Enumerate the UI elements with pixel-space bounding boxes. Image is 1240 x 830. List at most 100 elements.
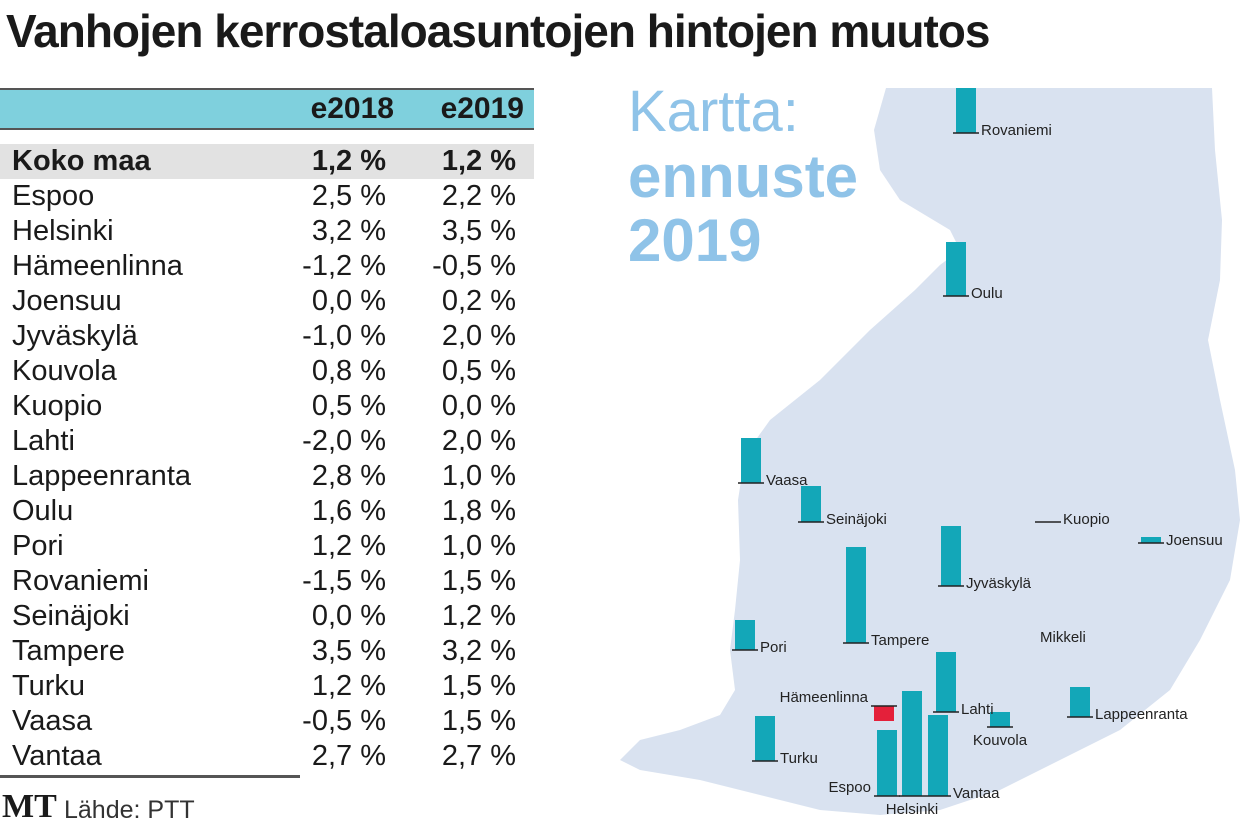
bar-seinäjoki (801, 486, 821, 522)
table-row: Tampere 3,5 % 3,2 % (0, 634, 534, 669)
cell-name: Tampere (12, 635, 125, 667)
table-row: Rovaniemi -1,5 % 1,5 % (0, 564, 534, 599)
cell-name: Vaasa (12, 705, 93, 737)
cell-e2019: 2,7 % (441, 740, 516, 772)
table-row: Hämeenlinna -1,2 % -0,5 % (0, 249, 534, 284)
bar-rovaniemi (956, 88, 976, 133)
cell-e2019: 1,5 % (441, 670, 516, 702)
label-jyväskylä: Jyväskylä (966, 575, 1032, 592)
cell-e2019: 2,0 % (441, 425, 516, 457)
table-row: Pori 1,2 % 1,0 % (0, 529, 534, 564)
table-row: Vantaa 2,7 % 2,7 % (0, 739, 534, 774)
bar-lahti (936, 652, 956, 712)
cell-e2018: -0,5 % (302, 705, 386, 737)
bar-vantaa (928, 715, 948, 796)
cell-e2019: -0,5 % (432, 250, 516, 282)
bar-hämeenlinna (874, 706, 894, 721)
cell-name: Jyväskylä (12, 320, 138, 352)
bar-joensuu (1141, 537, 1161, 543)
cell-name: Joensuu (12, 285, 122, 317)
map-heading-line3: 2019 (628, 207, 762, 274)
cell-e2018: 0,5 % (311, 390, 386, 422)
cell-name: Koko maa (12, 145, 151, 177)
table-header: e2018 e2019 (0, 88, 534, 130)
cell-e2018: 1,2 % (311, 145, 386, 177)
bar-lappeenranta (1070, 687, 1090, 717)
label-lahti: Lahti (961, 701, 994, 718)
cell-e2018: 1,2 % (311, 530, 386, 562)
cell-e2018: 2,7 % (311, 740, 386, 772)
label-pori: Pori (760, 639, 787, 656)
bar-espoo (877, 730, 897, 796)
label-rovaniemi: Rovaniemi (981, 122, 1052, 139)
label-turku: Turku (780, 750, 818, 767)
bar-vaasa (741, 438, 761, 483)
finland-landmass (620, 88, 1240, 815)
map-heading-line2: ennuste (628, 143, 859, 210)
table-row: Espoo 2,5 % 2,2 % (0, 179, 534, 214)
cell-name: Kuopio (12, 390, 103, 422)
table-row: Koko maa 1,2 % 1,2 % (0, 144, 534, 179)
page-title: Vanhojen kerrostaloasuntojen hintojen mu… (6, 5, 990, 57)
table-row: Jyväskylä -1,0 % 2,0 % (0, 319, 534, 354)
label-seinäjoki: Seinäjoki (826, 511, 887, 528)
cell-e2019: 3,5 % (441, 215, 516, 247)
cell-e2019: 1,5 % (441, 705, 516, 737)
cell-name: Turku (12, 670, 86, 702)
label-joensuu: Joensuu (1166, 532, 1223, 549)
cell-e2019: 1,0 % (441, 530, 516, 562)
cell-e2019: 0,2 % (441, 285, 516, 317)
table-row: Lahti -2,0 % 2,0 % (0, 424, 534, 459)
cell-e2018: -1,2 % (302, 250, 386, 282)
label-espoo: Espoo (828, 779, 871, 796)
cell-e2018: 1,2 % (311, 670, 386, 702)
cell-e2018: 3,5 % (311, 635, 386, 667)
label-lappeenranta: Lappeenranta (1095, 706, 1188, 723)
cell-name: Seinäjoki (12, 600, 130, 632)
cell-name: Lappeenranta (12, 460, 191, 492)
table-row: Kuopio 0,5 % 0,0 % (0, 389, 534, 424)
header-e2019: e2019 (440, 92, 524, 125)
cell-e2018: -2,0 % (302, 425, 386, 457)
cell-e2019: 1,8 % (441, 495, 516, 527)
table-row: Kouvola 0,8 % 0,5 % (0, 354, 534, 389)
bar-turku (755, 716, 775, 761)
bar-jyväskylä (941, 526, 961, 586)
label-vaasa: Vaasa (766, 472, 808, 489)
cell-e2018: 0,0 % (311, 600, 386, 632)
label-helsinki: Helsinki (886, 801, 939, 818)
bar-kouvola (990, 712, 1010, 727)
table-row: Oulu 1,6 % 1,8 % (0, 494, 534, 529)
cell-e2019: 1,2 % (441, 145, 516, 177)
price-table: e2018 e2019 Koko maa 1,2 % 1,2 % Espoo 2,5 %… (0, 88, 534, 774)
cell-name: Vantaa (12, 740, 102, 772)
bar-tampere (846, 547, 866, 643)
cell-e2019: 0,5 % (441, 355, 516, 387)
table-row: Turku 1,2 % 1,5 % (0, 669, 534, 704)
map-heading-1: Kartta: (628, 79, 799, 144)
cell-name: Oulu (12, 495, 74, 527)
cell-e2019: 3,2 % (441, 635, 516, 667)
cell-e2018: -1,5 % (302, 565, 386, 597)
label-oulu: Oulu (971, 285, 1003, 302)
cell-e2018: 0,8 % (311, 355, 386, 387)
cell-e2019: 1,5 % (441, 565, 516, 597)
cell-e2018: 1,6 % (311, 495, 386, 527)
cell-name: Hämeenlinna (12, 250, 183, 282)
cell-e2018: -1,0 % (302, 320, 386, 352)
cell-name: Rovaniemi (12, 565, 149, 597)
bar-oulu (946, 242, 966, 296)
cell-e2018: 2,8 % (311, 460, 386, 492)
cell-e2019: 1,2 % (441, 600, 516, 632)
table-row: Helsinki 3,2 % 3,5 % (0, 214, 534, 249)
cell-e2018: 3,2 % (311, 215, 386, 247)
bar-helsinki (902, 691, 922, 796)
cell-name: Pori (12, 530, 64, 562)
label-mikkeli: Mikkeli (1040, 629, 1086, 646)
table-row: Joensuu 0,0 % 0,2 % (0, 284, 534, 319)
table-row: Seinäjoki 0,0 % 1,2 % (0, 599, 534, 634)
bar-pori (735, 620, 755, 650)
cell-e2018: 2,5 % (311, 180, 386, 212)
cell-name: Espoo (12, 180, 95, 212)
